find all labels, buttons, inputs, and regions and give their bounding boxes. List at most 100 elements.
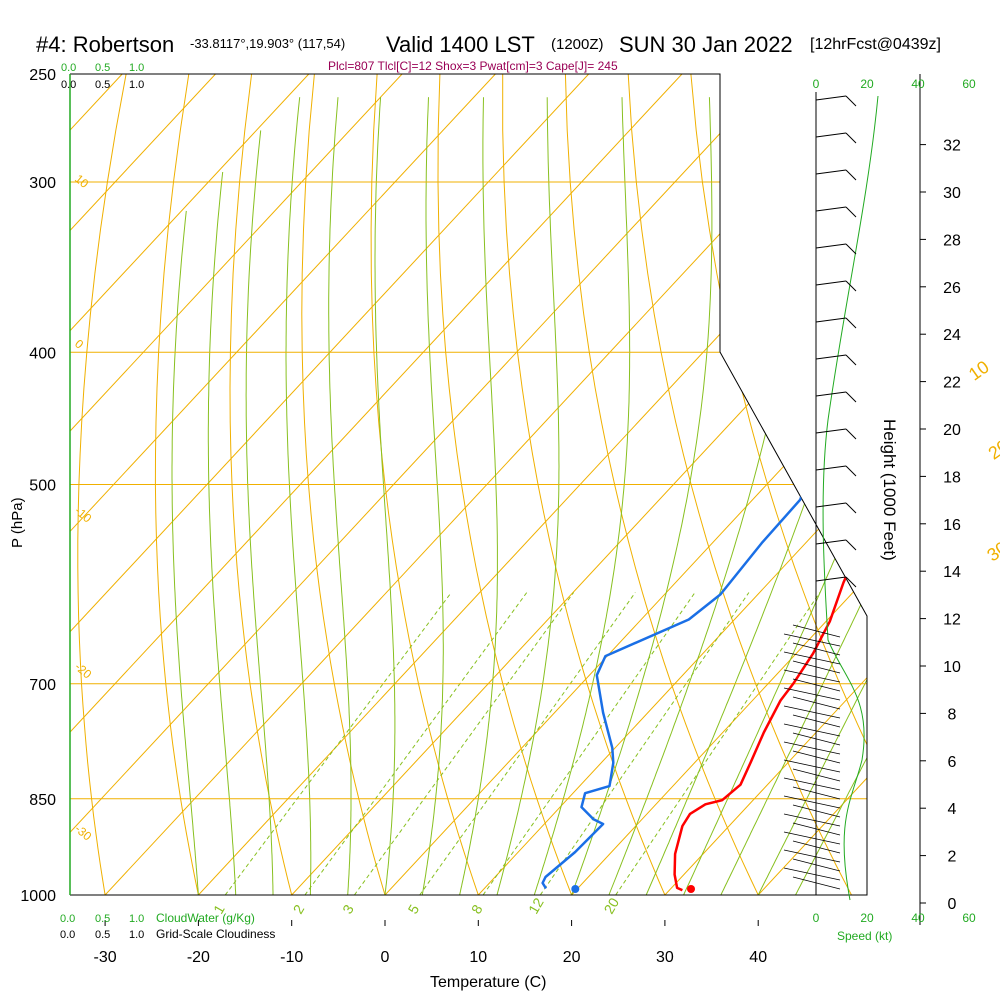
mixing-ratio-line <box>353 592 575 895</box>
series-temperature-line <box>673 87 867 892</box>
pressure-tick-label: 400 <box>29 345 56 362</box>
forecast-label: [12hrFcst@0439z] <box>810 36 941 53</box>
wind-barb <box>792 822 841 836</box>
height-tick-label: 30 <box>943 185 961 202</box>
x-tick-label: 40 <box>749 949 767 966</box>
wind-barb <box>815 317 847 323</box>
height-axis-title: Height (1000 Feet) <box>880 419 899 561</box>
wind-barb-flag <box>845 317 857 329</box>
dry-adiabat-line <box>229 74 293 895</box>
height-tick-label: 22 <box>943 375 961 392</box>
height-tick-label: 2 <box>948 849 957 866</box>
cloudwater-scale-top: 0.0 0.5 1.0 0.0 0.5 1.0 <box>61 62 144 91</box>
moist-adiabat-line <box>496 97 560 895</box>
wind-speed-profile <box>822 95 879 901</box>
wind-barb <box>792 840 841 854</box>
wind-barb <box>815 576 847 582</box>
wind-barb-flag <box>845 391 857 403</box>
speed-tick-label: 60 <box>962 911 976 925</box>
mixing-ratio-line <box>539 592 750 895</box>
moist-adiabat-line <box>459 97 498 895</box>
speed-tick-label: 0 <box>813 77 820 91</box>
scale-tick: 0.5 <box>95 62 110 74</box>
wind-barb <box>783 795 841 809</box>
speed-tick-label: 40 <box>911 77 925 91</box>
scale-tick: 0.5 <box>95 929 110 941</box>
height-tick-label: 12 <box>943 612 961 629</box>
wind-barb-flag <box>845 539 857 551</box>
wind-barb <box>792 804 841 818</box>
pressure-tick-label: 700 <box>29 677 56 694</box>
height-tick-label: 32 <box>943 138 961 155</box>
dry-adiabat-line <box>627 74 852 895</box>
moist-adiabat-line <box>285 97 312 895</box>
height-tick-label: 18 <box>943 469 961 486</box>
mixing-ratio-label: 12 <box>525 895 547 917</box>
scale-tick: 1.0 <box>129 79 144 91</box>
dry-adiabat-line <box>77 74 127 895</box>
scale-tick: 0.0 <box>60 913 75 925</box>
cloudwater-scale-bottom: 0.0 0.5 1.0 CloudWater (g/Kg) 0.0 0.5 1.… <box>60 911 275 941</box>
dry-adiabat-line <box>154 74 199 895</box>
x-tick-label: -30 <box>94 949 117 966</box>
height-tick-label: 16 <box>943 517 961 534</box>
wind-barb <box>783 687 841 701</box>
pressure-tick-label: 300 <box>29 175 56 192</box>
scale-tick: 0.5 <box>95 913 110 925</box>
wind-barb-flag <box>845 428 857 440</box>
scale-tick: 0.5 <box>95 79 110 91</box>
plot-border <box>70 73 868 896</box>
moist-adiabat-line <box>533 97 631 895</box>
wind-barb <box>815 502 847 508</box>
height-tick-label: 10 <box>943 659 961 676</box>
surface-td-point <box>571 885 580 893</box>
moist-adiabat-line <box>421 97 444 895</box>
moist-adiabat-line <box>245 130 274 895</box>
x-tick-label: 20 <box>563 949 581 966</box>
wind-barb-flag <box>845 95 857 107</box>
wind-barb <box>815 95 847 101</box>
wind-barb <box>783 669 841 683</box>
scale-tick: 1.0 <box>129 913 144 925</box>
wind-profile <box>783 92 879 901</box>
moist-adiabat-line <box>571 97 713 895</box>
wind-barb <box>815 539 847 545</box>
wind-barb <box>792 624 841 638</box>
pressure-tick-label: 850 <box>29 792 56 809</box>
dry-adiabat-line <box>437 74 573 895</box>
speed-tick-label: 60 <box>962 77 976 91</box>
wind-barb <box>815 132 847 138</box>
height-tick-label: 0 <box>948 896 957 913</box>
x-tick-label: 10 <box>469 949 487 966</box>
moist-adiabat-line <box>720 97 867 895</box>
wind-barb-flag <box>845 206 857 218</box>
wind-barb-flag <box>845 243 857 255</box>
scale-tick: 1.0 <box>129 929 144 941</box>
wind-barb <box>783 759 841 773</box>
isotherm-line <box>70 74 216 895</box>
wind-barb <box>792 786 841 800</box>
mixing-ratio-line <box>482 592 696 895</box>
pressure-tick-label: 1000 <box>20 888 56 905</box>
cloudwater-label: CloudWater (g/Kg) <box>156 911 255 925</box>
date-label: SUN 30 Jan 2022 <box>619 32 793 57</box>
wind-barb-flag <box>845 502 857 514</box>
height-tick-label: 14 <box>943 564 961 581</box>
x-tick-label: 0 <box>381 949 390 966</box>
wind-barb-flag <box>845 465 857 477</box>
wind-barb-flag <box>845 576 857 588</box>
moist-adiabat-line <box>171 210 199 895</box>
moist-adiabat-line <box>328 97 352 895</box>
wind-barb <box>783 849 841 863</box>
x-tick-label: 30 <box>656 949 674 966</box>
scale-tick: 0.0 <box>61 79 76 91</box>
wind-barb-flag <box>845 132 857 144</box>
wind-barb <box>792 660 841 674</box>
height-tick-label: 26 <box>943 280 961 297</box>
wind-barb <box>792 732 841 746</box>
cloudiness-label: Grid-Scale Cloudiness <box>156 927 275 941</box>
wind-barb <box>792 768 841 782</box>
dry-adiabat-line <box>370 74 479 895</box>
wind-barb <box>792 750 841 764</box>
